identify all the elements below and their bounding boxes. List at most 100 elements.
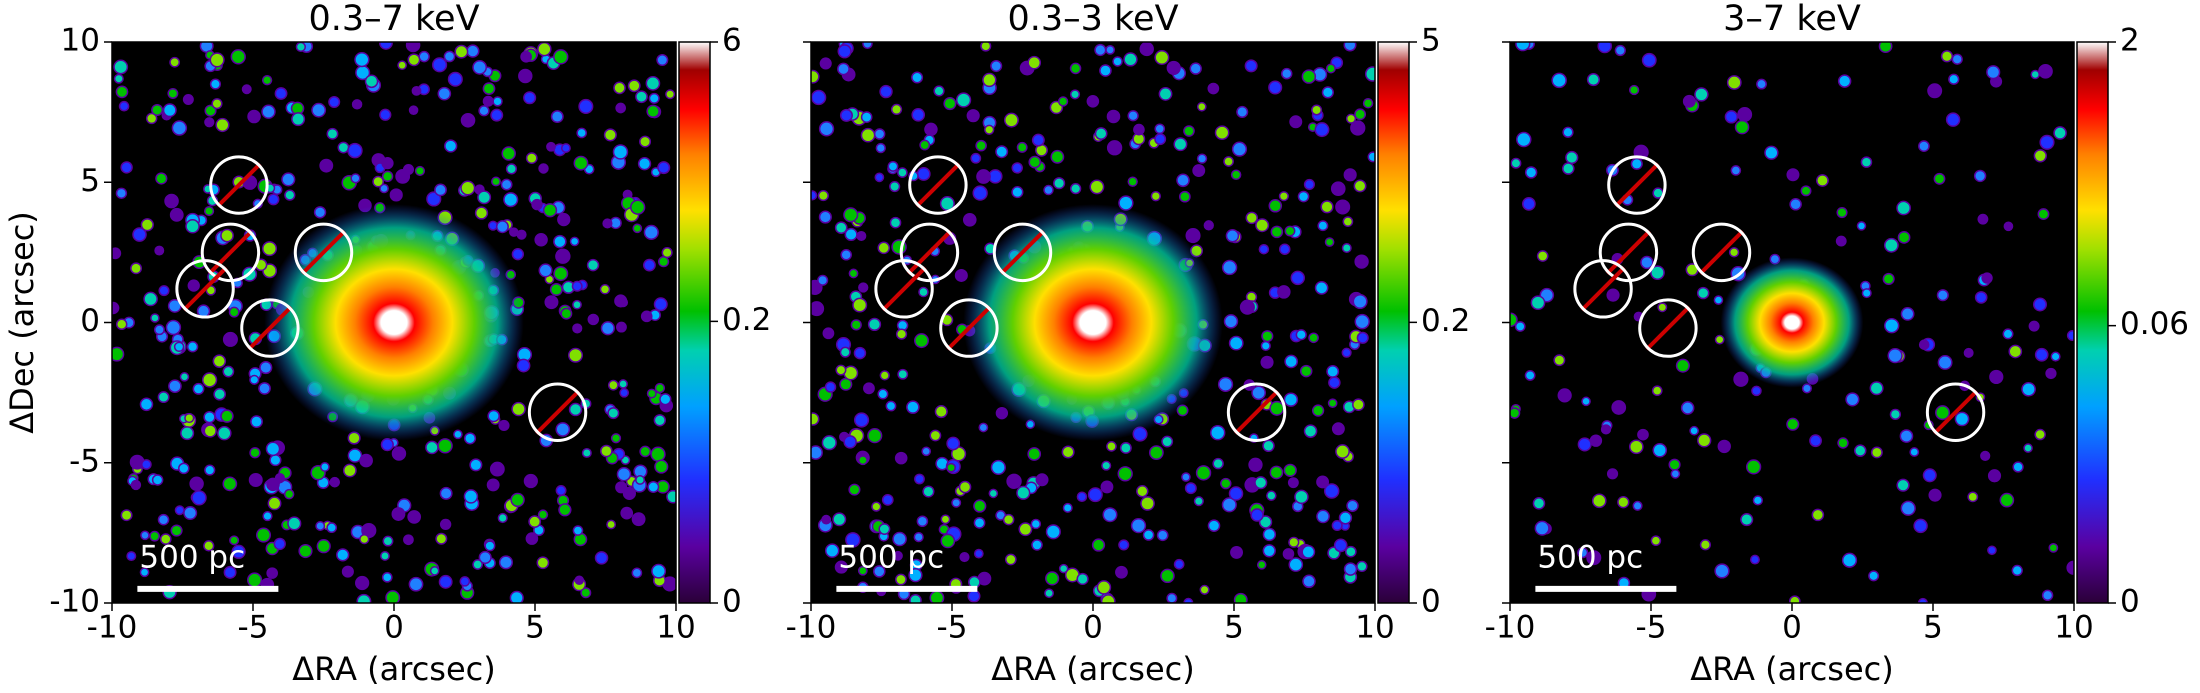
photon-blob: [1577, 547, 1589, 559]
photon-blob: [2030, 69, 2040, 80]
photon-blob: [1166, 592, 1178, 603]
photon-blob: [1100, 594, 1116, 603]
core-emission: [264, 204, 524, 441]
x-tick-label: 10: [2054, 610, 2093, 646]
photon-blob: [1050, 149, 1065, 164]
x-tick-label: 5: [525, 610, 545, 646]
photon-blob: [1284, 225, 1296, 237]
photon-blob: [326, 522, 338, 534]
photon-blob: [1630, 157, 1643, 170]
photon-blob: [1087, 487, 1103, 503]
photon-blob: [895, 573, 907, 586]
photon-blob: [311, 102, 327, 118]
photon-blob: [1086, 95, 1100, 108]
photon-blob: [627, 79, 641, 93]
photon-blob: [1248, 457, 1263, 472]
photon-blob: [170, 524, 183, 537]
photon-blob: [1269, 465, 1284, 480]
photon-blob: [1586, 73, 1601, 87]
photon-blob: [889, 180, 901, 193]
photon-blob: [1699, 539, 1711, 551]
photon-blob: [350, 173, 361, 184]
photon-blob: [946, 462, 956, 473]
photon-blob: [520, 50, 532, 63]
photon-blob: [1278, 191, 1289, 202]
y-tick-label: 5: [80, 163, 100, 199]
photon-blob: [283, 488, 295, 500]
photon-blob: [1611, 400, 1627, 415]
photon-blob: [1004, 553, 1017, 566]
photon-blob: [811, 69, 820, 84]
photon-blob: [1154, 123, 1166, 135]
photon-blob: [843, 435, 857, 449]
photon-blob: [1837, 74, 1852, 88]
photon-blob: [168, 379, 182, 393]
photon-blob: [1841, 552, 1858, 568]
photon-blob: [255, 527, 272, 543]
slit: [906, 229, 953, 275]
photon-blob: [1236, 105, 1249, 118]
photon-blob: [1936, 289, 1949, 302]
photon-blob: [973, 548, 984, 559]
photon-blob: [115, 187, 128, 199]
photon-blob: [1123, 52, 1138, 67]
photon-blob: [1816, 174, 1829, 187]
photon-blob: [1156, 529, 1169, 542]
photon-blob: [1295, 329, 1307, 341]
photon-blob: [414, 165, 426, 177]
photon-blob: [1589, 434, 1603, 447]
photon-blob: [1856, 221, 1867, 231]
photon-blob: [439, 486, 453, 500]
photon-blob: [381, 170, 394, 183]
photon-blob: [1632, 500, 1643, 511]
photon-blob: [408, 105, 419, 115]
photon-blob: [1279, 243, 1291, 255]
photon-blob: [273, 537, 286, 551]
photon-blob: [894, 451, 908, 465]
photon-blob: [1551, 72, 1567, 89]
photon-blob: [1948, 73, 1960, 85]
photon-blob: [1214, 125, 1230, 141]
photon-blob: [614, 294, 628, 308]
photon-blob: [1900, 500, 1916, 516]
photon-blob: [661, 247, 673, 259]
photon-blob: [1356, 560, 1368, 573]
photon-blob: [1689, 425, 1699, 436]
photon-blob: [347, 142, 363, 159]
photon-blob: [1283, 392, 1299, 407]
photon-blob: [955, 92, 972, 108]
photon-blob: [909, 593, 922, 603]
photon-blob: [1289, 115, 1303, 129]
photon-blob: [1094, 43, 1107, 57]
photon-blob: [154, 245, 165, 256]
photon-blob: [995, 406, 1009, 420]
photon-blob: [553, 234, 567, 249]
photon-blob: [113, 73, 124, 84]
photon-blob: [1027, 447, 1042, 461]
photon-blob: [1154, 133, 1167, 146]
slit: [881, 266, 927, 312]
photon-blob: [407, 53, 421, 67]
photon-blob: [510, 492, 525, 508]
photon-blob: [328, 96, 341, 109]
photon-blob: [1031, 133, 1045, 147]
slit: [946, 305, 992, 351]
photon-blob: [262, 511, 273, 522]
photon-blob: [1514, 321, 1526, 332]
photon-blob: [1606, 288, 1620, 302]
photon-blob: [1094, 127, 1108, 140]
photon-blob: [975, 139, 987, 152]
photon-blob: [1284, 354, 1299, 369]
photon-blob: [546, 141, 556, 152]
photon-blob: [372, 175, 385, 188]
photon-blob: [1651, 385, 1663, 397]
photon-blob: [229, 535, 240, 546]
photon-blob: [572, 525, 584, 536]
slit: [1605, 229, 1652, 275]
photon-blob: [607, 379, 619, 391]
photon-blob: [1091, 538, 1106, 552]
photon-blob: [1338, 511, 1353, 525]
photon-blob: [911, 108, 926, 122]
photon-blob: [1166, 60, 1181, 76]
